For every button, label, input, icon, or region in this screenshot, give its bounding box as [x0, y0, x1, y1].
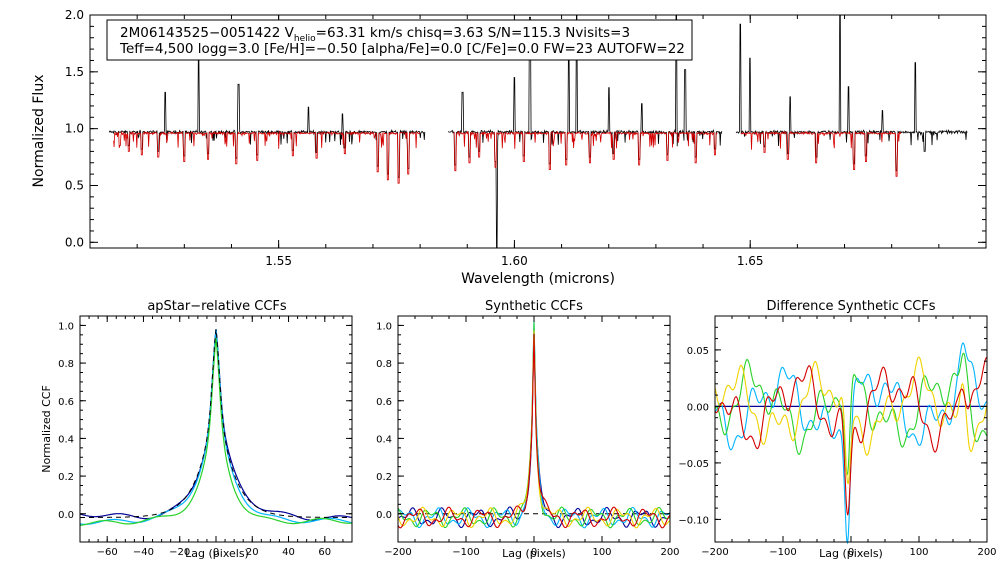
- x-tick-label: 40: [282, 547, 295, 558]
- difference-ccf-xlabel: Lag (pixels): [819, 547, 883, 560]
- synthetic-ccf-data: [397, 320, 671, 529]
- y-tick-label: 0.8: [58, 359, 74, 370]
- info-star-id: 2M06143525−0051422 V: [120, 25, 295, 41]
- x-tick-label: −20: [169, 547, 190, 558]
- y-tick-label: 0.0: [376, 510, 392, 521]
- difference-ccf-title: Difference Synthetic CCFs: [766, 299, 935, 314]
- info-vhelio-subscript: helio: [294, 34, 316, 44]
- x-tick-label: 200: [977, 547, 996, 558]
- y-tick-label: 0.8: [376, 359, 392, 370]
- y-tick-label: 0.5: [65, 178, 84, 192]
- x-tick-label: 200: [660, 547, 679, 558]
- y-tick-label: 1.0: [65, 122, 84, 136]
- observed-spectrum-line: [108, 58, 426, 178]
- apstar-ccf-ticks: −60 −40 −20 0 20 40 60 0.0 0.2 0.4 0.6 0.8 1.0: [58, 316, 353, 558]
- x-tick-label: 100: [909, 547, 928, 558]
- synthetic-ccf-ticks: −200 −100 0 100 200 0.0 0.2 0.4 0.6 0.8 1.0: [376, 316, 680, 558]
- apstar-ccf-title: apStar−relative CCFs: [147, 299, 287, 314]
- apstar-ccf-frame: [79, 315, 353, 543]
- info-line-2: Teff=4,500 logg=3.0 [Fe/H]=−0.50 [alpha/…: [119, 41, 685, 57]
- info-vhelio-rest: =63.31 km/s chisq=3.63 S/N=115.3 Nvisits…: [316, 25, 630, 41]
- y-tick-label: 1.0: [376, 321, 392, 332]
- spectrum-data: [108, 15, 968, 248]
- x-tick-label: −200: [701, 547, 728, 558]
- info-box-frame: [106, 19, 693, 61]
- y-tick-label: 0.0: [65, 235, 84, 249]
- synthetic-ccf-title: Synthetic CCFs: [485, 299, 583, 314]
- y-tick-label: 0.0: [58, 510, 74, 521]
- y-tick-label: 2.0: [65, 8, 84, 22]
- x-tick-label: −60: [97, 547, 118, 558]
- difference-ccf-panel: Difference Synthetic CCFs −200 −100 0 100 20…: [678, 299, 996, 560]
- y-tick-label: 0.6: [376, 397, 392, 408]
- x-tick-label: 1.55: [265, 254, 292, 268]
- synthetic-ccf-xlabel: Lag (pixels): [502, 547, 566, 560]
- apstar-ccf-visit-1-line: [79, 329, 353, 521]
- x-tick-label: −100: [769, 547, 796, 558]
- apstar-ccf-visit-3-line: [80, 337, 353, 526]
- apstar-ccf-template-line: [80, 329, 352, 518]
- y-tick-label: −0.05: [678, 459, 709, 470]
- x-tick-label: −200: [384, 547, 411, 558]
- apstar-ccf-panel: apStar−relative CCFs −60 −40 −20 0 20 40 60 0.0…: [40, 299, 353, 560]
- difference-ccf-ticks: −200 −100 0 100 200 −0.10 −0.05 0.00 0.05: [678, 315, 997, 558]
- y-tick-label: 0.6: [58, 397, 74, 408]
- model-spectrum-line: [452, 130, 718, 172]
- difference-ccf-data: [714, 342, 988, 545]
- apstar-ccf-ylabel: Normalized CCF: [40, 385, 53, 473]
- model-spectrum-line: [740, 130, 902, 177]
- y-tick-label: 0.2: [58, 472, 74, 483]
- difference-ccf-frame: [714, 315, 988, 543]
- difference-ccf-visit-5-line: [714, 356, 988, 516]
- synthetic-ccf-panel: Synthetic CCFs −200 −100 0 100 200 0.0 0.2 0.4 0…: [376, 299, 679, 560]
- x-tick-label: 1.60: [501, 254, 528, 268]
- y-tick-label: 0.00: [687, 402, 709, 413]
- model-spectrum-line: [113, 130, 421, 184]
- difference-ccf-visit-4-line: [714, 356, 988, 485]
- x-tick-label: 0: [848, 547, 854, 558]
- spectrum-ticks: 1.55 1.60 1.65 0.0 0.5 1.0 1.5 2.0: [65, 8, 987, 268]
- x-tick-label: −100: [452, 547, 479, 558]
- y-tick-label: 0.2: [376, 472, 392, 483]
- synthetic-ccf-visit-5-line: [397, 333, 671, 529]
- apstar-ccf-data: [79, 329, 353, 526]
- x-tick-label: 60: [318, 547, 331, 558]
- y-tick-label: 1.0: [58, 321, 74, 332]
- spectrum-panel: 1.55 1.60 1.65 0.0 0.5 1.0 1.5 2.0 Normalized F…: [31, 8, 987, 287]
- y-tick-label: 1.5: [65, 65, 84, 79]
- y-tick-label: 0.05: [687, 346, 709, 357]
- apstar-ccf-xlabel: Lag (pixels): [185, 547, 249, 560]
- x-tick-label: 20: [246, 547, 259, 558]
- x-tick-label: 0: [213, 547, 219, 558]
- spectrum-ylabel: Normalized Flux: [31, 75, 47, 188]
- difference-ccf-visit-3-line: [714, 352, 988, 477]
- x-tick-label: 1.65: [737, 254, 764, 268]
- x-tick-label: −40: [133, 547, 154, 558]
- synthetic-ccf-visit-4-line: [397, 330, 671, 529]
- x-tick-label: 100: [592, 547, 611, 558]
- info-line-1: 2M06143525−0051422 Vhelio=63.31 km/s chi…: [120, 25, 630, 44]
- y-tick-label: −0.10: [678, 515, 709, 526]
- y-tick-label: 0.4: [376, 434, 392, 445]
- apstar-ccf-visit-2-line: [79, 329, 353, 525]
- spectrum-xlabel: Wavelength (microns): [461, 271, 615, 287]
- y-tick-label: 0.4: [58, 434, 74, 445]
- spectrum-frame: [89, 14, 987, 249]
- info-box: 2M06143525−0051422 Vhelio=63.31 km/s chi…: [106, 19, 693, 61]
- x-tick-label: 0: [531, 547, 537, 558]
